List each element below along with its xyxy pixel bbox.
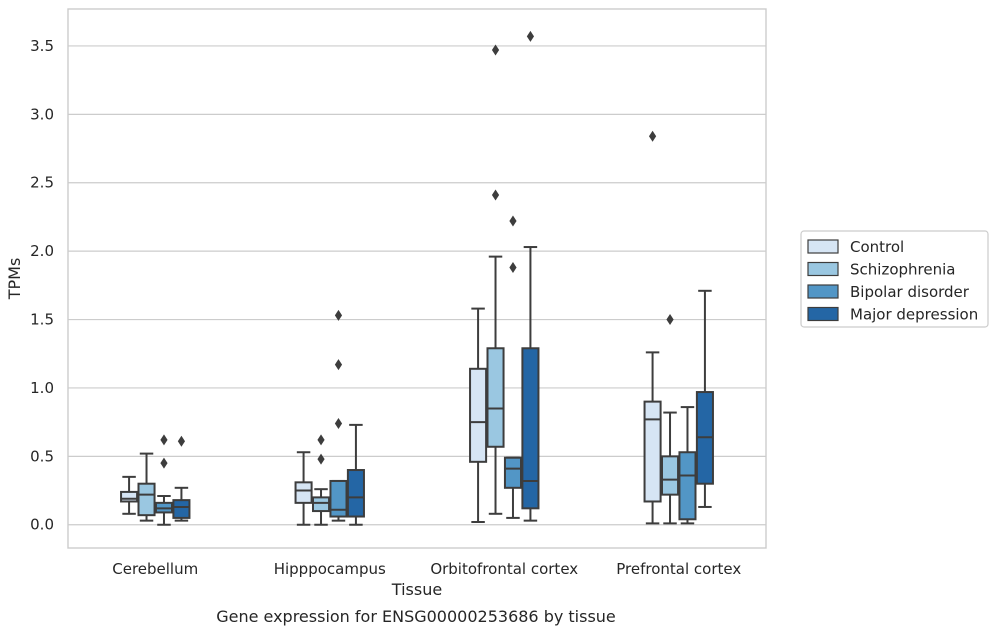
box-0-3 <box>172 435 191 522</box>
legend-label: Bipolar disorder <box>850 283 970 301</box>
box-iqr <box>469 367 488 463</box>
box-2-1 <box>486 44 505 515</box>
box-iqr <box>503 456 523 489</box>
outlier-marker <box>317 453 325 465</box>
box-0-2 <box>154 434 174 526</box>
box-iqr <box>486 347 505 448</box>
outlier-marker <box>491 189 500 201</box>
y-tick-label: 2.0 <box>30 242 54 260</box>
box-3-3 <box>695 289 714 508</box>
y-tick-label: 0.5 <box>30 447 54 465</box>
box-iqr <box>311 496 331 513</box>
box-iqr <box>172 499 191 519</box>
outlier-marker <box>334 418 343 430</box>
outlier-marker <box>334 359 343 371</box>
box-iqr <box>137 482 156 517</box>
box-iqr <box>120 490 139 503</box>
x-axis-label: Tissue <box>391 580 442 599</box>
legend-swatch <box>807 261 839 277</box>
box-2-0 <box>469 307 488 524</box>
legend-swatch <box>807 306 839 322</box>
legend-label: Major depression <box>850 306 978 324</box>
box-iqr <box>643 400 662 503</box>
box-series <box>120 30 714 526</box>
legend-label: Control <box>850 238 904 256</box>
box-3-1 <box>660 314 680 525</box>
outlier-marker <box>509 215 517 227</box>
box-1-3 <box>346 423 365 526</box>
gridlines <box>68 45 766 526</box>
outlier-marker <box>648 130 657 142</box>
outlier-marker <box>666 314 674 326</box>
outlier-marker <box>334 309 343 321</box>
legend-frame <box>800 230 989 328</box>
box-3-0 <box>643 130 662 525</box>
box-iqr <box>329 479 348 518</box>
box-2-3 <box>521 30 540 522</box>
y-axis-label: TPMs <box>5 258 24 301</box>
outlier-marker <box>317 434 325 446</box>
box-1-2 <box>329 309 348 522</box>
x-tick-label: Hipppocampus <box>274 560 386 578</box>
y-tick-label: 3.0 <box>30 105 54 123</box>
box-iqr <box>294 481 313 504</box>
outlier-marker <box>160 457 168 469</box>
box-0-0 <box>120 475 139 515</box>
outlier-marker <box>509 262 517 274</box>
legend-swatch <box>807 239 839 254</box>
y-tick-label: 3.5 <box>30 37 54 55</box>
box-0-1 <box>137 452 156 522</box>
legend: Control Schizophrenia Bipolar disorder Majo… <box>800 230 989 328</box>
y-axis-ticks: 0.0 0.5 1.0 1.5 2.0 2.5 3.0 3.5 <box>30 37 54 534</box>
box-iqr <box>521 347 540 510</box>
legend-label: Schizophrenia <box>850 261 955 279</box>
box-1-0 <box>294 451 313 526</box>
outlier-marker <box>160 434 168 446</box>
box-2-2 <box>503 215 523 519</box>
outlier-marker <box>526 30 535 42</box>
box-1-1 <box>311 434 331 526</box>
x-tick-label: Cerebellum <box>112 560 198 578</box>
box-iqr <box>346 469 365 518</box>
x-tick-label: Prefrontal cortex <box>616 560 741 578</box>
x-axis-ticks: Cerebellum Hipppocampus Orbitofrontal cort… <box>112 560 741 578</box>
outlier-marker <box>177 435 186 447</box>
y-tick-label: 1.0 <box>30 379 54 397</box>
figure-caption: Gene expression for ENSG00000253686 by t… <box>216 607 616 626</box>
box-iqr <box>660 455 680 496</box>
y-tick-label: 2.5 <box>30 174 54 192</box>
y-tick-label: 1.5 <box>30 311 54 329</box>
box-iqr <box>678 451 697 521</box>
plot-frame <box>67 8 767 549</box>
y-tick-label: 0.0 <box>30 516 54 534</box>
outlier-marker <box>491 44 500 56</box>
box-3-2 <box>678 406 697 525</box>
legend-swatch <box>807 284 839 299</box>
x-tick-label: Orbitofrontal cortex <box>430 560 578 578</box>
